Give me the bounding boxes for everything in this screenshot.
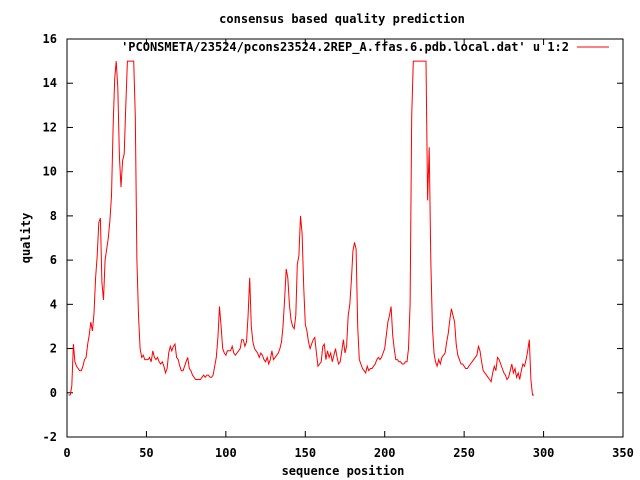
x-tick-label: 0 — [63, 446, 70, 460]
x-tick-label: 200 — [374, 446, 396, 460]
y-tick-label: 8 — [50, 209, 57, 223]
y-tick-label: 6 — [50, 253, 57, 267]
x-tick-label: 100 — [215, 446, 237, 460]
x-tick-label: 300 — [533, 446, 555, 460]
y-tick-label: 16 — [43, 32, 57, 46]
legend: 'PCONSMETA/23524/pcons23524.2REP_A.ffas.… — [121, 40, 609, 55]
y-tick-label: 14 — [43, 76, 57, 90]
x-tick-label: 250 — [453, 446, 475, 460]
legend-entry-label: 'PCONSMETA/23524/pcons23524.2REP_A.ffas.… — [121, 40, 569, 55]
y-tick-label: -2 — [43, 430, 57, 444]
x-tick-label: 150 — [294, 446, 316, 460]
x-axis-label: sequence position — [282, 464, 405, 478]
y-axis: -2 0 2 4 6 8 10 12 14 16 — [43, 32, 623, 444]
series-line-quality — [68, 60, 534, 396]
y-axis-label: quality — [19, 213, 33, 264]
y-tick-label: 12 — [43, 120, 57, 134]
x-tick-label: 50 — [139, 446, 153, 460]
x-axis: 0 50 100 150 200 250 300 350 — [63, 39, 634, 460]
y-tick-label: 0 — [50, 386, 57, 400]
y-tick-label: 4 — [50, 297, 57, 311]
y-tick-label: 10 — [43, 165, 57, 179]
y-tick-label: 2 — [50, 342, 57, 356]
chart-title: consensus based quality prediction — [219, 12, 465, 26]
plot-frame — [66, 38, 624, 438]
x-tick-label: 350 — [612, 446, 634, 460]
